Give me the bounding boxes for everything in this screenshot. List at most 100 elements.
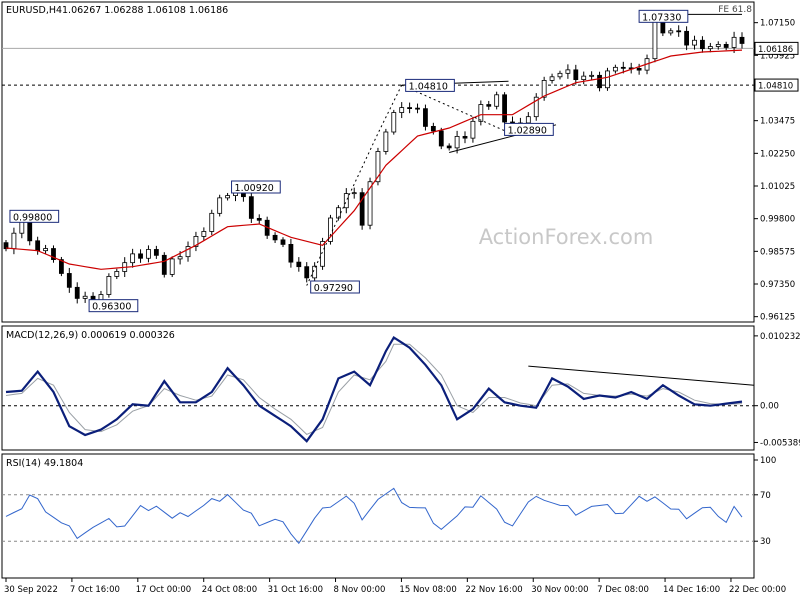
candle-body: [106, 275, 112, 295]
price-tick-label: 0.98575: [760, 247, 795, 257]
macd-trendline: [528, 365, 755, 386]
candle-body: [557, 72, 563, 78]
macd-signal-line: [5, 343, 743, 435]
time-tick-label: 7 Oct 16:00: [70, 585, 120, 595]
candle-body: [605, 70, 610, 89]
candle-body: [58, 259, 64, 274]
rsi-title: RSI(14) 49.1804: [6, 458, 83, 469]
candle-body: [494, 94, 500, 107]
time-tick-label: 8 Nov 00:00: [334, 585, 386, 595]
candle-body: [248, 196, 254, 219]
macd-title: MACD(12,26,9) 0.000619 0.000326: [6, 330, 175, 341]
candle-body: [423, 108, 428, 127]
candle-body: [723, 44, 729, 48]
candle-body: [169, 258, 175, 275]
candle-body: [272, 234, 278, 241]
candle-body: [288, 243, 294, 263]
ohlc-label: 1.06267 1.06288 1.06108 1.06186: [62, 5, 228, 16]
candle-body: [715, 44, 721, 47]
candle-body: [146, 249, 151, 259]
candle-body: [66, 273, 72, 288]
candle-body: [256, 217, 262, 221]
candle-body: [130, 253, 136, 264]
candle-body: [478, 104, 484, 122]
price-tick-label: 0.99800: [760, 215, 795, 225]
candle-body: [161, 254, 167, 275]
price-panel-frame: [1, 1, 755, 323]
candle-body: [399, 107, 405, 113]
candle-body: [82, 295, 88, 299]
candle-body: [612, 66, 618, 72]
candle-body: [446, 145, 452, 149]
axes: 1.071501.059251.047001.034751.022501.010…: [4, 19, 800, 595]
candle-body: [153, 249, 159, 256]
price-tick-label: 1.01025: [760, 182, 795, 192]
level-price-tag: [754, 78, 799, 92]
trendline: [306, 84, 403, 286]
candle-body: [225, 195, 230, 199]
candle-body: [114, 271, 120, 277]
candle-body: [549, 76, 555, 81]
candle-body: [320, 241, 325, 267]
price-tick-label: 1.03475: [760, 117, 795, 127]
candle-body: [35, 240, 41, 252]
candle-body: [620, 66, 626, 69]
fe-label: FE 61.8: [718, 5, 752, 15]
time-tick-label: 17 Oct 00:00: [136, 585, 191, 595]
candle-body: [533, 96, 539, 118]
macd-main-line: [5, 335, 743, 443]
price-plot: 0.99800 0.96300 1.00920 0.97290 1.04810 1.028…: [2, 9, 754, 313]
price-annotation-box: [405, 78, 455, 92]
candle-body: [430, 126, 436, 132]
price-annotation-label: 0.96300: [92, 302, 131, 313]
candle-body: [652, 21, 658, 60]
candle-body: [668, 30, 674, 34]
symbol-label: EURUSD,H4: [6, 5, 62, 16]
candle-body: [383, 131, 389, 152]
watermark: ActionForex.com: [479, 225, 654, 249]
candle-body: [636, 68, 642, 71]
candle-body: [415, 107, 420, 110]
price-tick-label: 1.02250: [760, 149, 795, 159]
candle-body: [597, 74, 602, 89]
rsi-panel-frame: [1, 453, 755, 579]
candle-body: [731, 36, 737, 48]
time-tick-label: 22 Nov 16:00: [465, 585, 522, 595]
macd-tick-label: 0.010232: [760, 332, 800, 342]
price-annotation-box: [310, 280, 360, 294]
candle-body: [304, 266, 310, 279]
candle-body: [312, 265, 318, 279]
rsi-tick-label: 70: [760, 491, 771, 501]
price-annotation-box: [231, 180, 281, 194]
candle-body: [470, 120, 476, 139]
candle-body: [486, 104, 492, 107]
candle-body: [177, 256, 183, 260]
macd-tick-label: -0.005389: [760, 438, 800, 448]
time-tick-label: 31 Oct 16:00: [268, 585, 323, 595]
level-price-label: 1.04810: [758, 82, 793, 92]
candle-body: [565, 69, 571, 74]
price-annotation-label: 1.07330: [642, 12, 681, 23]
macd-tick-label: 0.00: [760, 402, 779, 412]
macd-plot: [2, 335, 755, 443]
rsi-plot: [2, 487, 754, 545]
candle-body: [684, 30, 690, 46]
candle-body: [335, 207, 341, 219]
candle-body: [351, 192, 357, 195]
candle-body: [660, 21, 666, 34]
candle-body: [209, 212, 215, 232]
candle-body: [3, 242, 9, 250]
price-annotation-label: 1.00920: [235, 183, 274, 194]
price-annotation-box: [504, 122, 554, 136]
price-tick-label: 1.05925: [760, 51, 795, 61]
price-tick-label: 0.97350: [760, 280, 795, 290]
candle-body: [138, 253, 143, 259]
candle-body: [74, 286, 80, 299]
time-tick-label: 14 Dec 16:00: [663, 585, 720, 595]
candle-body: [359, 192, 365, 226]
candle-body: [375, 151, 381, 183]
candle-body: [502, 94, 507, 123]
candle-body: [525, 116, 531, 124]
candle-body: [280, 239, 286, 245]
